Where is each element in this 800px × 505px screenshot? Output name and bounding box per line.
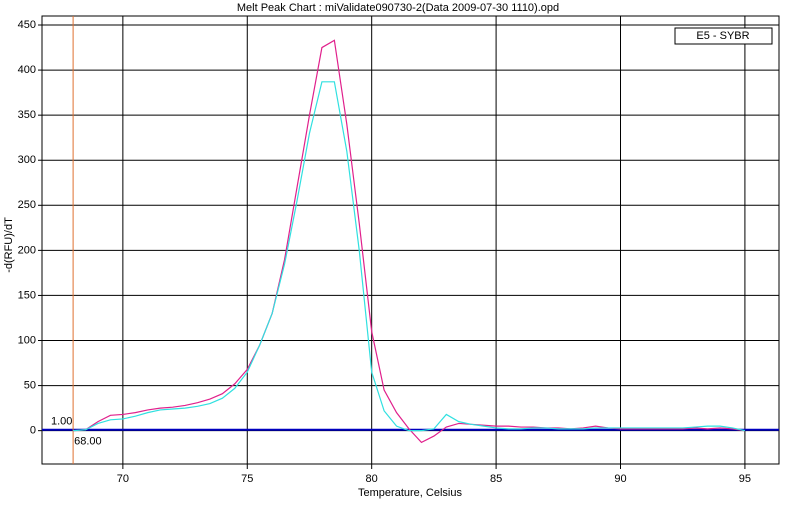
x-tick-label: 90 — [614, 473, 626, 485]
y-tick-label: 0 — [30, 425, 36, 437]
x-tick-label: 75 — [241, 473, 253, 485]
series-line — [73, 81, 746, 432]
x-tick-label: 70 — [117, 473, 129, 485]
x-axis-label: Temperature, Celsius — [358, 487, 462, 499]
y-tick-label: 200 — [18, 244, 36, 256]
chart-title: Melt Peak Chart : miValidate090730-2(Dat… — [237, 2, 559, 14]
series-line — [73, 39, 745, 444]
legend-label: E5 - SYBR — [696, 30, 749, 42]
y-tick-label: 50 — [24, 379, 36, 391]
x-tick-label: 95 — [739, 473, 751, 485]
y-tick-label: 100 — [18, 334, 36, 346]
y-tick-label: 250 — [18, 199, 36, 211]
legend-box — [674, 27, 773, 45]
marker-label: 68.00 — [74, 436, 102, 448]
x-tick-label: 85 — [490, 473, 502, 485]
y-tick-label: 300 — [18, 154, 36, 166]
plot-area — [41, 15, 780, 465]
y-tick-label: 400 — [18, 64, 36, 76]
y-tick-label: 450 — [18, 19, 36, 31]
y-tick-label: 350 — [18, 109, 36, 121]
x-tick-label: 80 — [366, 473, 378, 485]
y-tick-label: 150 — [18, 289, 36, 301]
y-axis-label: -d(RFU)/dT — [3, 217, 15, 273]
threshold-label: 1.00 — [51, 416, 72, 428]
